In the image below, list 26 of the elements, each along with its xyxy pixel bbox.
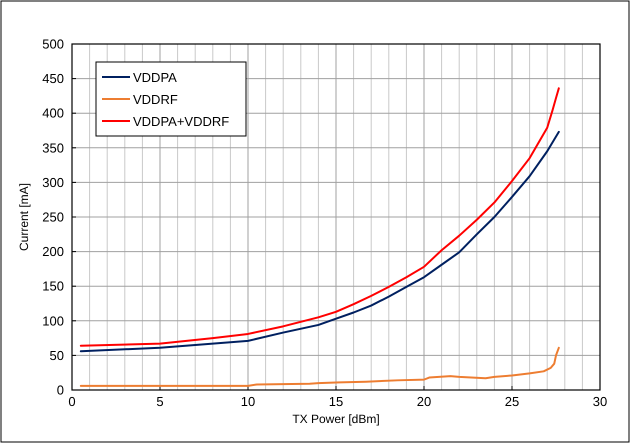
legend-label: VDDRF	[133, 92, 178, 107]
y-tick-label: 200	[42, 244, 64, 260]
x-tick-label: 30	[592, 394, 608, 409]
legend-label: VDDPA+VDDRF	[133, 114, 230, 129]
y-tick-label: 300	[42, 174, 64, 190]
y-tick-label: 250	[42, 210, 64, 224]
y-tick-label: 450	[42, 71, 64, 86]
line-series	[80, 87, 560, 347]
x-tick-label: 15	[328, 394, 344, 409]
y-tick-label: 500	[42, 36, 64, 52]
y-tick-label: 400	[42, 106, 64, 121]
x-tick-label: 10	[240, 394, 256, 409]
x-axis-title: TX Power [dBm]	[292, 412, 380, 426]
y-tick-label: 0	[56, 382, 64, 398]
x-tick-label: 20	[416, 394, 432, 409]
line-series	[80, 346, 560, 387]
line-series	[80, 130, 560, 352]
x-tick-label: 5	[156, 394, 164, 409]
y-tick-label: 150	[42, 278, 64, 294]
y-tick-label: 100	[42, 313, 64, 328]
x-tick-label: 0	[68, 394, 76, 409]
x-tick-label: 25	[504, 394, 520, 409]
y-tick-label: 50	[50, 348, 64, 363]
legend-label: VDDPA	[133, 70, 178, 85]
y-tick-label: 350	[42, 140, 64, 156]
y-axis-title: Current [mA]	[17, 182, 31, 252]
